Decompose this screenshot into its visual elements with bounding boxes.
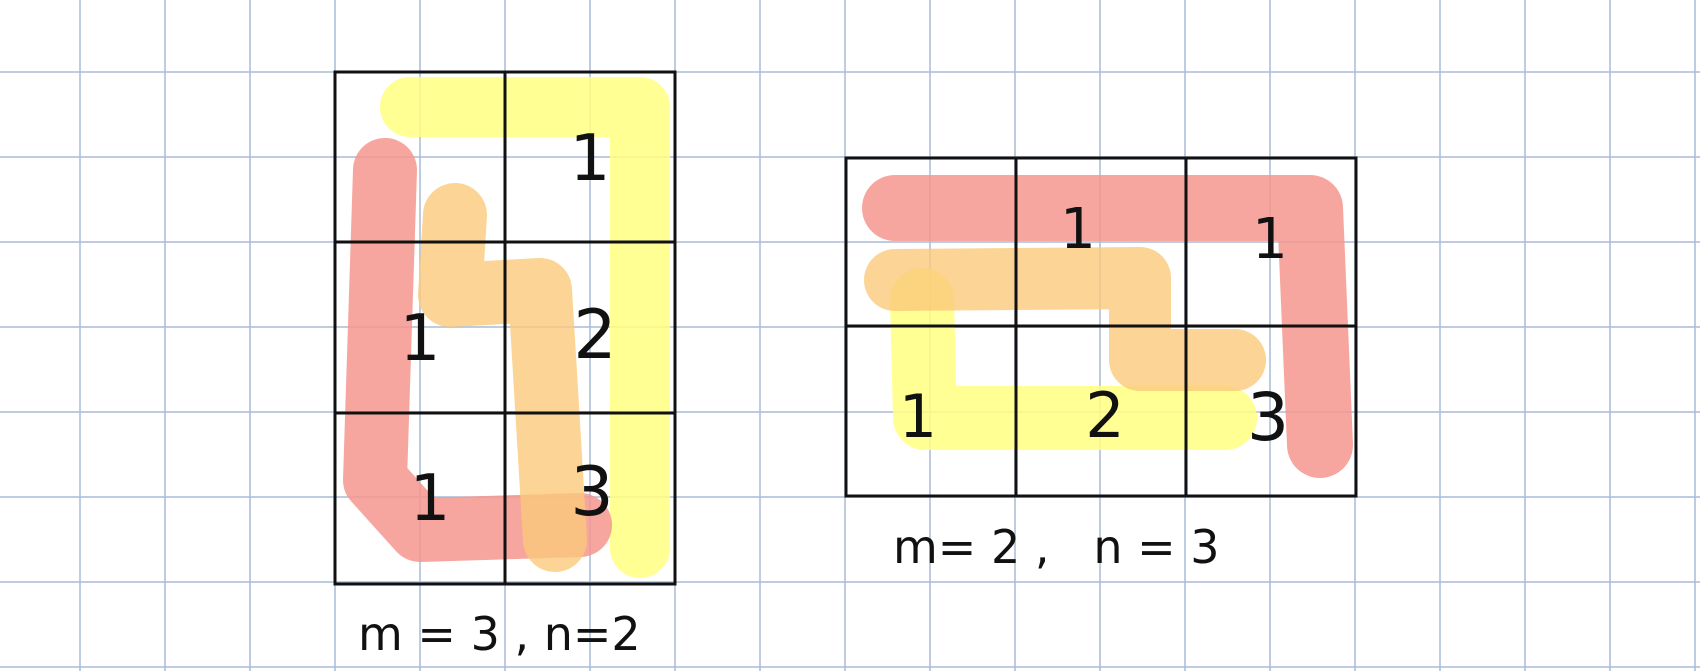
left-caption: m = 3 , n=2 (358, 607, 641, 661)
left-highlight-orange (418, 183, 587, 572)
right-highlight-yellow (890, 268, 1257, 450)
left-table (333, 70, 677, 586)
right-cell-values: 1 1 1 2 3 (899, 197, 1289, 456)
left-highlight-red (343, 138, 612, 562)
right-cell-r1c2: 3 (1247, 379, 1289, 456)
right-highlight-red (862, 175, 1353, 478)
right-cell-r1c0: 1 (899, 382, 937, 452)
left-cell-r1c1: 2 (573, 296, 616, 375)
left-cell-r2c0: 1 (410, 462, 451, 536)
left-cell-r2c1: 3 (570, 453, 613, 532)
right-cell-r1c1: 2 (1085, 379, 1124, 452)
left-highlights (343, 77, 670, 578)
left-cell-r0c1: 1 (570, 122, 611, 196)
right-cell-r0c1: 1 (1060, 197, 1096, 262)
right-table (844, 156, 1358, 498)
left-cell-r1c0: 1 (400, 302, 441, 376)
left-highlight-yellow (380, 77, 670, 578)
right-caption: m= 2 , n = 3 (893, 520, 1220, 574)
right-cell-r0c2: 1 (1252, 207, 1288, 272)
left-cell-values: 1 1 2 1 3 (400, 122, 617, 536)
